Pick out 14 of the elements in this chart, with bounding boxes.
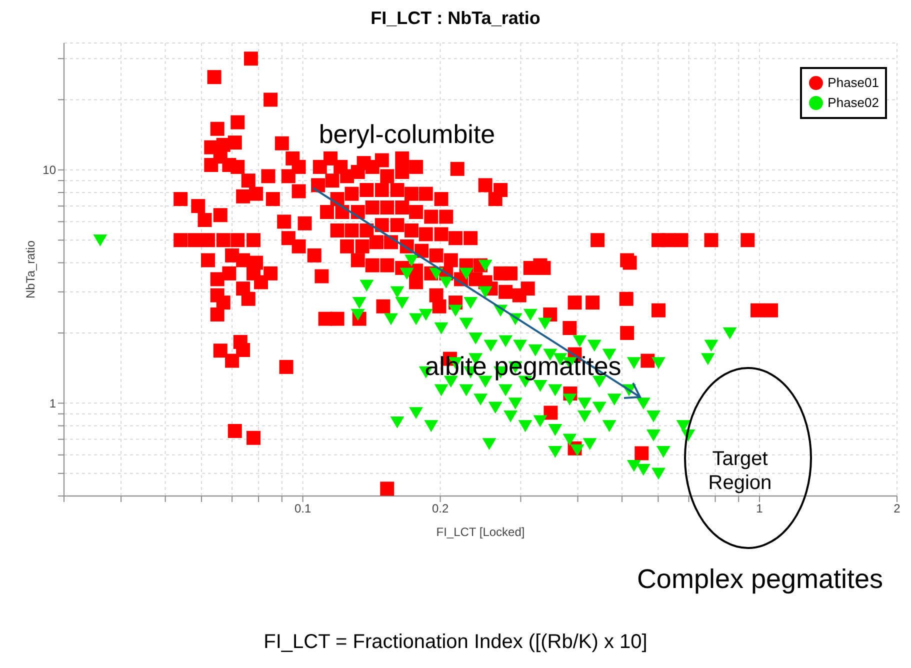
text: FI_LCT = Fractionation Index ([(Rb/K) x 10]	[264, 631, 648, 653]
legend-label: Phase02	[826, 94, 879, 112]
y-axis-title: NbTa_ratio	[23, 240, 38, 299]
x-tick-label: 2	[894, 502, 901, 516]
x-tick-label: 0.2	[432, 502, 449, 516]
legend-label: Phase01	[826, 74, 879, 92]
annotation: Target Region	[708, 448, 772, 494]
text: Complex pegmatites	[636, 564, 884, 594]
y-tick-label: 10	[42, 163, 56, 178]
x-tick-label: 1	[756, 502, 764, 516]
x-tick-label: 0.1	[294, 502, 312, 516]
x-axis-title: FI_LCT [Locked]	[436, 525, 525, 539]
chart-title: FI_LCT : NbTa_ratio	[370, 8, 542, 29]
annotation: beryl-columbite	[318, 119, 496, 149]
